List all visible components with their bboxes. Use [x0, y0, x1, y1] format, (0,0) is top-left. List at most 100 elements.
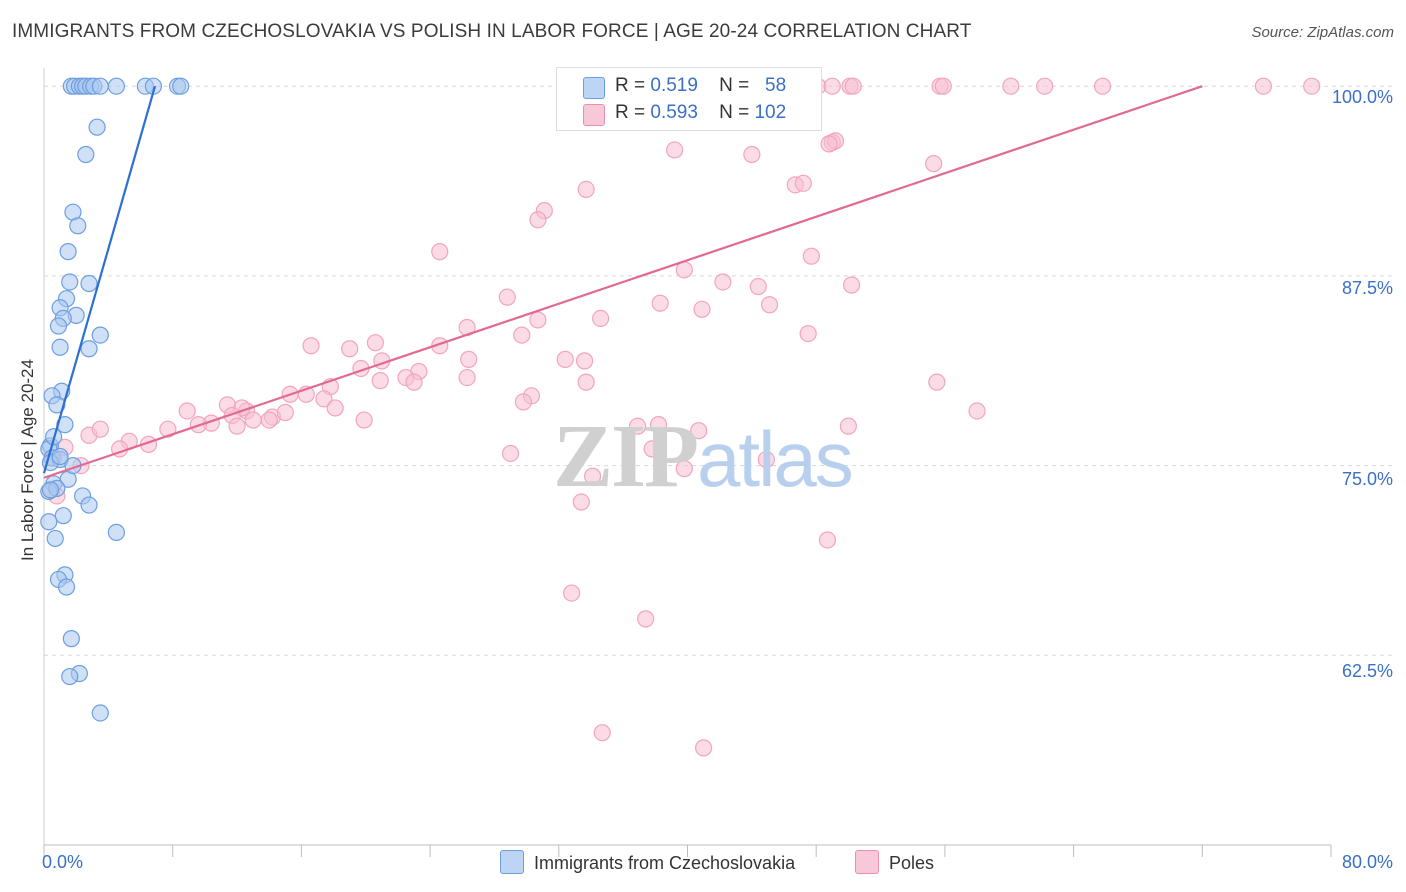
poles-point — [842, 276, 861, 294]
n-value: 102 — [754, 102, 787, 123]
poles-point — [675, 460, 693, 478]
poles-point — [498, 288, 516, 306]
poles-point — [244, 411, 262, 429]
poles-point — [690, 422, 708, 440]
poles-point — [514, 393, 533, 411]
poles-point — [649, 416, 668, 434]
poles-point — [341, 340, 359, 358]
poles-point — [743, 145, 761, 164]
poles-point — [799, 324, 817, 343]
poles-point — [529, 311, 547, 329]
poles-point — [563, 584, 581, 602]
poles-point — [302, 337, 320, 355]
trend-lines — [42, 85, 1203, 479]
czechoslovakia-point — [61, 667, 79, 686]
poles-point — [928, 373, 946, 391]
czechoslovakia-point — [91, 77, 109, 95]
poles-point — [643, 440, 661, 458]
poles-point — [666, 141, 684, 159]
gridlines — [44, 85, 1393, 656]
poles-point — [577, 373, 595, 391]
y-tick-label: 75.0% — [1341, 469, 1393, 489]
czechoslovakia-point — [48, 396, 66, 414]
poles-point — [794, 174, 812, 192]
poles-point — [458, 368, 476, 387]
poles-point — [355, 411, 373, 429]
poles-point — [326, 399, 344, 417]
poles-point — [513, 326, 531, 344]
bottom-legend-czechoslovakia: Immigrants from Czechoslovakia — [500, 850, 796, 876]
czechoslovakia-point — [46, 529, 64, 548]
poles-point — [575, 352, 594, 370]
bottom-legend-label: Immigrants from Czechoslovakia — [534, 852, 796, 873]
czechoslovakia-point — [61, 273, 79, 291]
r-value: 0.593 — [650, 102, 698, 123]
poles-point — [276, 403, 294, 422]
poles-point — [260, 411, 278, 429]
poles-point — [757, 450, 775, 469]
legend-swatch-blue — [583, 77, 605, 99]
n-label: N = — [719, 75, 750, 96]
poles-point — [823, 77, 841, 95]
poles-point — [91, 420, 109, 438]
czechoslovakia-point — [88, 118, 106, 136]
poles-point — [572, 493, 590, 511]
y-axis-label: In Labor Force | Age 20-24 — [18, 359, 37, 561]
poles-point — [501, 444, 520, 463]
poles-point — [592, 309, 610, 328]
poles-point — [925, 155, 943, 173]
poles-point — [593, 724, 611, 742]
bottom-legend-swatch-blue — [500, 850, 524, 874]
poles-point — [637, 610, 655, 628]
y-tick-label: 62.5% — [1341, 661, 1393, 681]
czechoslovakia-point — [57, 578, 76, 596]
poles-point — [1093, 77, 1112, 95]
czechoslovakia-point — [77, 145, 95, 164]
czechoslovakia-point — [59, 243, 77, 261]
r-value: 0.519 — [650, 75, 698, 96]
czechoslovakia-point — [69, 217, 87, 235]
poles-point — [693, 300, 711, 318]
poles-point — [1254, 77, 1273, 95]
poles-point — [820, 135, 838, 153]
poles-point — [651, 294, 669, 312]
poles-point — [760, 296, 779, 314]
r-label: R = — [615, 75, 646, 96]
czechoslovakia-point — [172, 77, 190, 95]
czechoslovakia-point — [80, 340, 98, 358]
poles-point — [844, 77, 862, 95]
poles-point — [839, 417, 857, 435]
poles-point — [749, 277, 767, 296]
poles-point — [1036, 77, 1054, 95]
czechoslovakia-point — [107, 523, 125, 541]
poles-point — [694, 739, 713, 757]
source-label: Source: ZipAtlas.com — [1251, 24, 1394, 41]
poles-point — [460, 350, 478, 368]
czechoslovakia-point — [41, 481, 60, 499]
y-tick-label: 100.0% — [1331, 87, 1393, 107]
czechoslovakia-point — [91, 704, 109, 722]
poles-point — [934, 77, 952, 95]
bottom-legend-poles: Poles — [855, 850, 935, 876]
czechoslovakia-point — [107, 77, 125, 95]
stats-legend: R = 0.519 N = 58 R = 0.593 N = 102 — [556, 67, 822, 131]
watermark-zip: ZIP — [553, 407, 699, 506]
n-label: N = — [719, 102, 750, 123]
poles-point — [366, 334, 385, 352]
poles-point — [1303, 77, 1321, 95]
watermark-atlas: atlas — [697, 415, 854, 503]
poles-point — [178, 402, 196, 420]
poles-trend-line — [43, 85, 1203, 479]
poles-point — [629, 417, 647, 435]
czechoslovakia-point — [51, 447, 69, 466]
czechoslovakia-trend-line — [42, 85, 157, 474]
czechoslovakia-point — [62, 630, 80, 648]
bottom-legend-label: Poles — [889, 852, 935, 873]
chart-title: IMMIGRANTS FROM CZECHOSLOVAKIA VS POLISH… — [12, 21, 972, 42]
bottom-legend-swatch-pink — [855, 850, 879, 874]
poles-point — [577, 180, 595, 199]
x-tick-label-min: 0.0% — [42, 852, 84, 872]
x-tick-label-max: 80.0% — [1341, 852, 1393, 872]
poles-point — [405, 373, 423, 391]
legend-swatch-pink — [583, 104, 605, 126]
